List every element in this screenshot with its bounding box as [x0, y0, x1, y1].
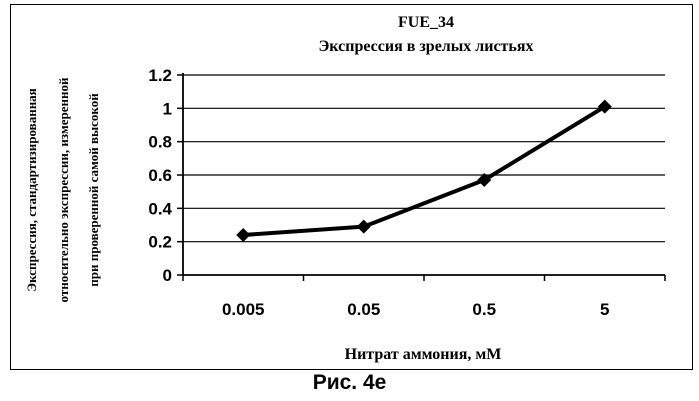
gridlines [183, 75, 665, 242]
y-tick-label-0: 0 [163, 266, 172, 285]
chart-title-line-2: Экспрессия в зрелых листьях [318, 38, 533, 55]
x-tick-label-1: 0.05 [347, 300, 380, 319]
axes [177, 73, 665, 281]
x-tick-label-2: 0.5 [472, 300, 496, 319]
x-tick-label-0: 0.005 [222, 300, 265, 319]
x-axis-label: Нитрат аммония, мМ [345, 346, 502, 363]
data-point-1 [357, 220, 371, 234]
y-tick-labels: 0 0.2 0.4 0.6 0.8 1 1.2 [148, 66, 172, 285]
y-axis-label-line-2: относительно экспрессии, измеренной [56, 77, 71, 302]
y-tick-label-4: 0.8 [148, 133, 172, 152]
chart-title-line-1: FUE_34 [398, 14, 454, 31]
data-point-0 [236, 228, 250, 242]
x-tick-labels: 0.005 0.05 0.5 5 [222, 300, 610, 319]
y-axis-label-line-3: при проверенной самой высокой [86, 93, 101, 287]
figure-caption: Рис. 4е [0, 371, 699, 395]
series-layer [236, 100, 612, 242]
y-tick-label-1: 0.2 [148, 233, 172, 252]
y-tick-label-5: 1 [163, 99, 172, 118]
y-tick-label-3: 0.6 [148, 166, 172, 185]
y-axis-label-line-1: Экспрессия, стандартизированная [24, 88, 39, 291]
y-axis-label: Экспрессия, стандартизированная относите… [24, 77, 101, 302]
y-tick-label-6: 1.2 [148, 66, 172, 85]
y-tick-label-2: 0.4 [148, 199, 172, 218]
series-line-0 [243, 107, 605, 235]
x-tick-label-3: 5 [600, 300, 609, 319]
